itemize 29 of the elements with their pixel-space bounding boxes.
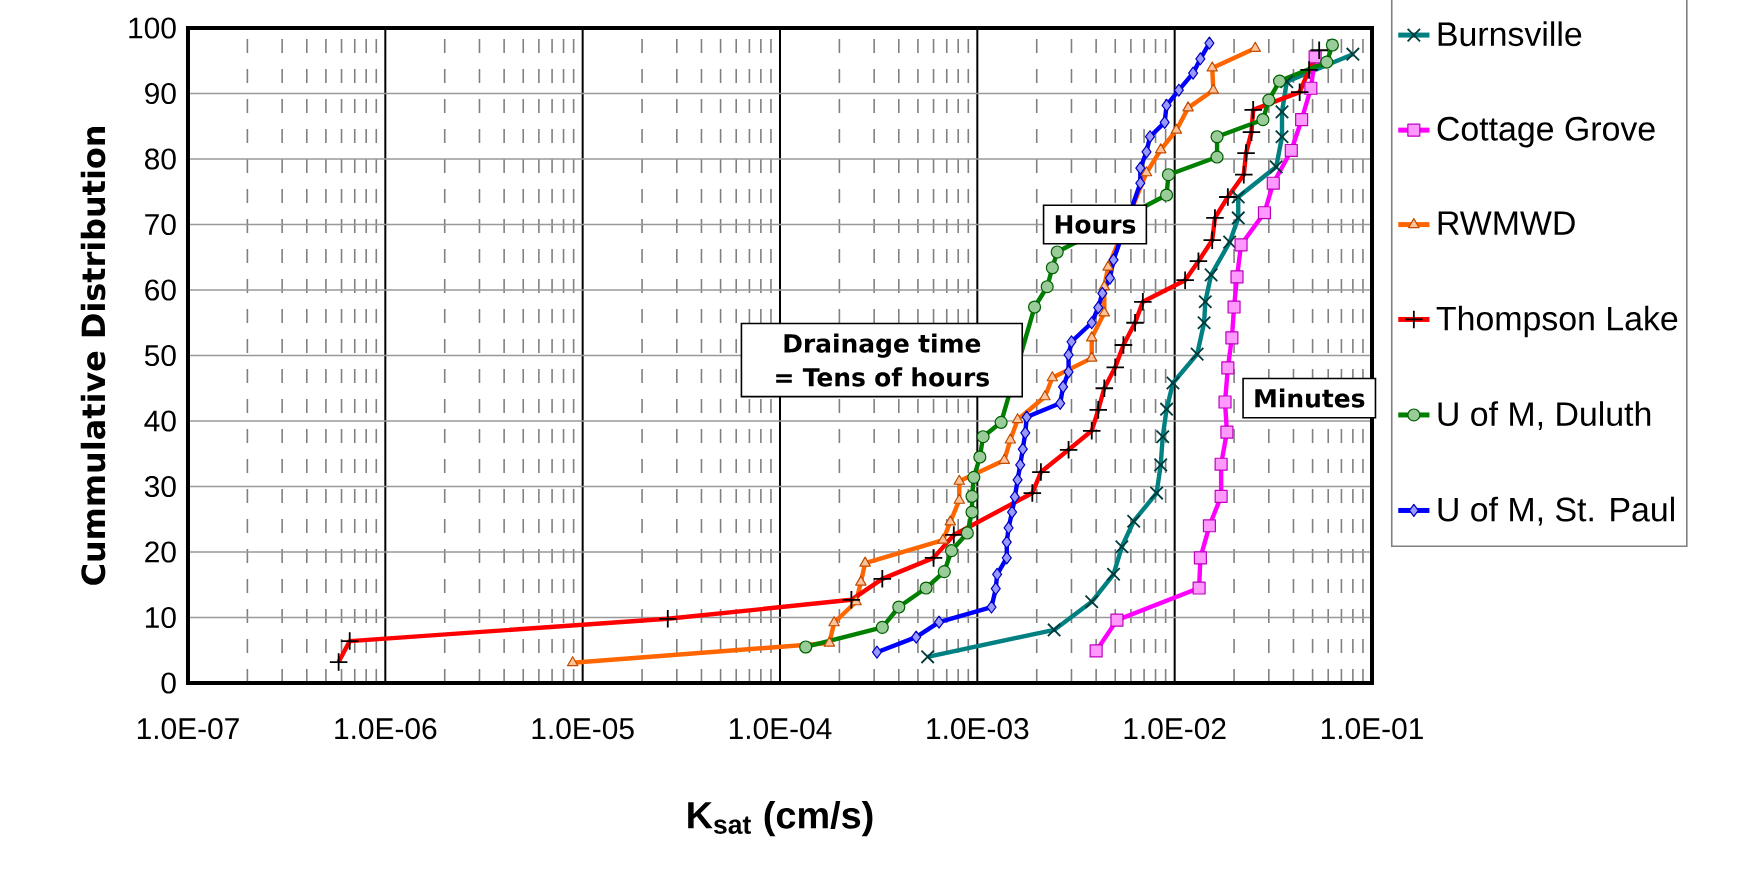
x-tick-label: 1.0E-05: [532, 718, 634, 740]
y-tick-label: 10: [145, 606, 176, 629]
annotation: Drainage time = Tens of hours: [776, 333, 989, 387]
y-tick-label: 80: [145, 148, 176, 170]
y-tick-label: 60: [145, 279, 176, 301]
legend-label: Cottage Grove: [1437, 116, 1655, 148]
x-tick-label: 1.0E-02: [1124, 718, 1226, 740]
x-tick-label: 1.0E-07: [137, 718, 239, 740]
y-tick-label: 100: [129, 17, 176, 39]
annotation: Minutes: [1255, 388, 1365, 408]
legend-label: Burnsville: [1438, 21, 1582, 47]
x-tick-label: 1.0E-01: [1321, 718, 1423, 740]
y-tick-label: 20: [145, 541, 176, 563]
y-tick-label: 0: [161, 672, 176, 694]
legend-label: U of M, Duluth: [1438, 401, 1651, 431]
x-tick-label: 1.0E-04: [729, 718, 832, 740]
x-axis-title: K$_{sat}$ (cm/s): [688, 800, 873, 837]
y-tick-label: 50: [144, 344, 176, 367]
annotation: Hours: [1055, 215, 1136, 234]
x-tick-label: 1.0E-06: [335, 718, 437, 740]
legend-label: U of M, St. Paul: [1438, 496, 1674, 526]
x-tick-label: 1.0E-03: [927, 718, 1029, 740]
y-axis-title: Cummulative Distribution: [80, 127, 106, 585]
legend-label: RWMWD: [1438, 211, 1575, 235]
y-tick-label: 90: [145, 82, 176, 105]
y-tick-label: 40: [144, 410, 176, 432]
y-tick-label: 30: [144, 475, 176, 498]
y-tick-label: 70: [145, 213, 176, 236]
legend-label: Thompson Lake: [1436, 305, 1678, 338]
